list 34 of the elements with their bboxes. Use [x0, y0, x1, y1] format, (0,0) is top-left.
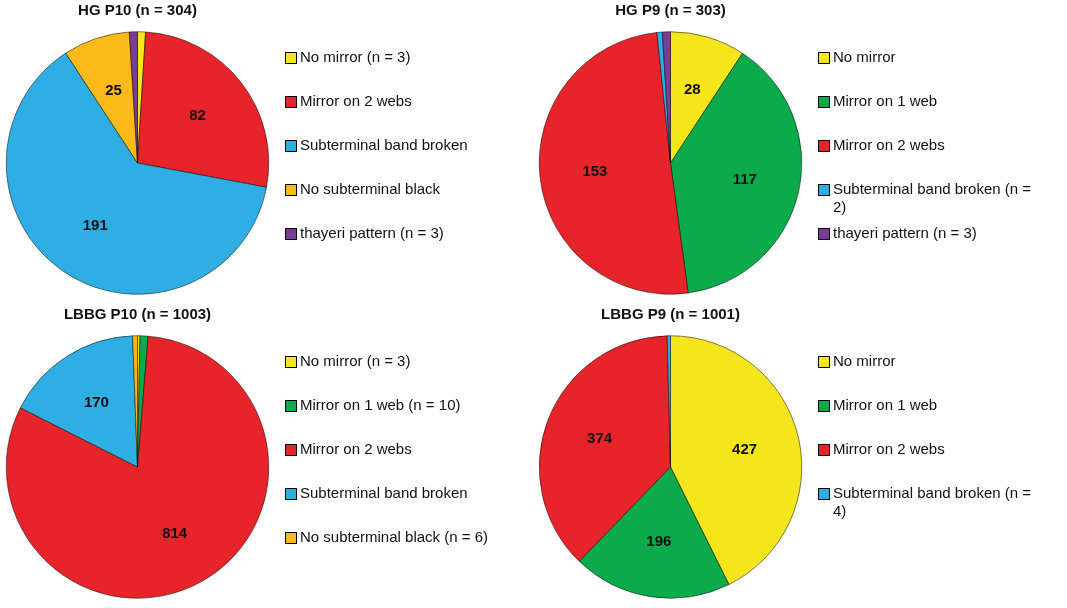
data-label: 82	[189, 106, 206, 124]
data-label: 25	[105, 80, 122, 98]
legend-label: Subterminal band broken (n = 4)	[833, 484, 1033, 520]
legend-label: Subterminal band broken	[300, 136, 468, 154]
legend-label: thayeri pattern (n = 3)	[300, 224, 444, 242]
legend-label: No subterminal black	[300, 180, 441, 198]
legend-label: Mirror on 2 webs	[833, 440, 945, 458]
data-label: 153	[582, 162, 608, 180]
chart-title: HG P9 (n = 303)	[615, 1, 726, 19]
data-label: 374	[587, 429, 613, 447]
data-label: 28	[683, 80, 701, 98]
legend-label: No mirror (n = 3)	[300, 352, 411, 370]
chart-title: LBBG P9 (n = 1001)	[601, 305, 740, 323]
chart-title: HG P10 (n = 304)	[78, 1, 197, 19]
data-label: 196	[646, 532, 672, 550]
data-label: 170	[83, 393, 109, 411]
legend-label: Mirror on 1 web	[833, 92, 938, 110]
legend-label: Mirror on 2 webs	[300, 92, 412, 110]
chart-title: LBBG P10 (n = 1003)	[63, 305, 212, 323]
legend-label: No mirror	[833, 48, 896, 66]
legend-label: Mirror on 1 web	[833, 396, 938, 414]
data-label: 427	[732, 439, 758, 457]
data-label: 814	[162, 523, 188, 541]
data-label: 191	[82, 216, 108, 234]
legend-label: No mirror	[833, 352, 896, 370]
data-label: 117	[732, 169, 757, 187]
legend-label: thayeri pattern (n = 3)	[833, 224, 977, 242]
legend-label: Mirror on 2 webs	[300, 440, 412, 458]
legend-label: Subterminal band broken	[300, 484, 468, 502]
legend-label: Mirror on 1 web (n = 10)	[300, 396, 461, 414]
legend-label: Mirror on 2 webs	[833, 136, 945, 154]
legend-label: No subterminal black (n = 6)	[300, 528, 488, 546]
legend-label: No mirror (n = 3)	[300, 48, 411, 66]
legend-label: Subterminal band broken (n = 2)	[833, 180, 1033, 216]
